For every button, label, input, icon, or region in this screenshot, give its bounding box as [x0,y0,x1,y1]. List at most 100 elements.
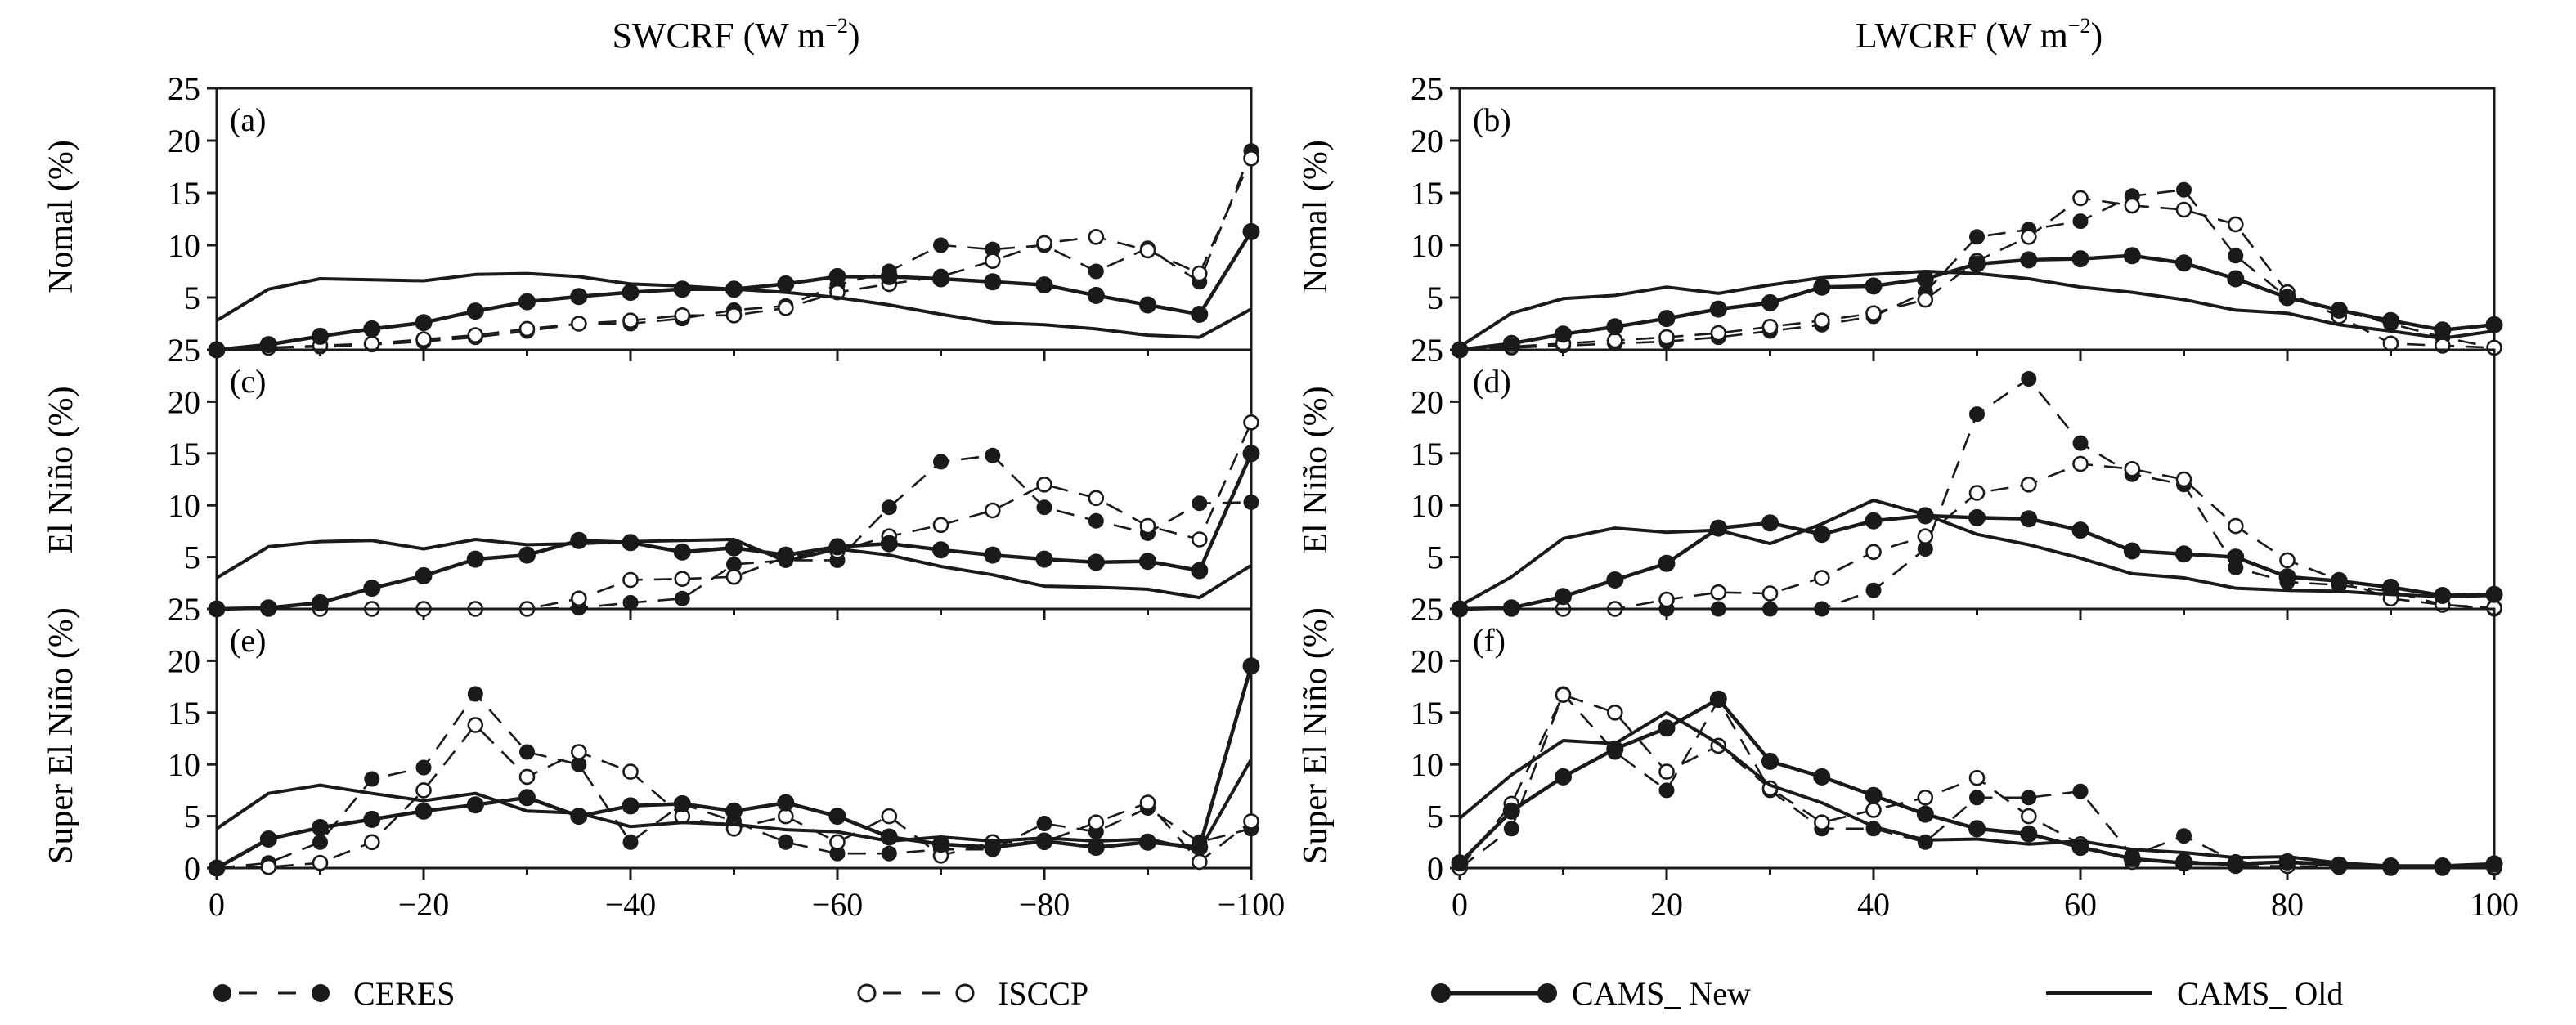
data-point-cams-new-d [2020,510,2038,528]
data-point-cams-new-d [2227,548,2245,566]
data-point-cams-new-f [1502,802,1520,820]
legend-marker-isccp-right [955,983,975,1003]
data-point-isccp-e [1243,813,1259,830]
data-point-cams-new-e [984,839,1002,857]
data-point-cams-new-f [1451,854,1469,872]
legend-marker-ceres-right [312,984,330,1002]
plot-frame-d [1458,348,2496,611]
data-point-isccp-a [777,299,794,316]
data-point-cams-new-b [1658,310,1676,328]
y-tick-label-e: 5 [184,799,200,835]
column-title-lwcrf: LWCRF (W m−2) [1856,14,2103,56]
data-point-ceres-a [1088,263,1104,280]
panel-label-a: (a) [230,101,266,138]
data-point-isccp-a [1139,242,1156,259]
data-point-cams-new-b [1555,325,1572,343]
data-point-isccp-a [622,312,639,329]
series-line-cams-old-f [1458,710,2495,868]
data-point-isccp-e [1139,794,1156,811]
x-tick-label-f: 40 [1857,886,1890,923]
data-point-cams-new-d [2330,572,2348,590]
data-point-cams-new-e [466,796,484,814]
data-point-isccp-a [1243,150,1259,167]
x-tick-label-e: −60 [812,886,864,923]
data-point-isccp-a [674,307,691,324]
data-point-cams-new-d [2071,521,2089,539]
y-tick-label-d: 10 [1411,487,1443,524]
data-point-isccp-e [881,808,898,825]
panels-group: 25 20 15 10 5 (a) 25 20 15 10 5 (b) 25 20 15 10 5 (c) 25 20… [168,70,2519,923]
data-point-isccp-d [1968,485,1986,501]
data-point-isccp-c [570,590,587,607]
data-point-cams-new-a [622,284,640,302]
data-point-cams-new-a [518,293,536,311]
data-point-ceres-e [415,759,432,776]
data-point-isccp-e [518,768,536,786]
data-point-isccp-c [1243,414,1259,431]
y-tick-label-e: 20 [168,642,200,679]
data-point-ceres-b [1969,229,1985,245]
series-line-cams-old-d [1459,498,2495,607]
data-point-isccp-c [985,502,1001,519]
data-point-ceres-c [1243,494,1259,510]
data-point-cams-new-b [2434,321,2452,339]
data-point-cams-new-f [1761,752,1779,770]
legend-label-cams-old: CAMS_ Old [2177,975,2343,1012]
data-point-cams-new-a [777,275,795,293]
data-point-ceres-c [881,499,897,516]
data-point-isccp-e [829,834,846,851]
data-point-isccp-a [518,320,536,338]
y-tick-label-b: 20 [1411,123,1443,159]
data-point-cams-new-f [1865,786,1883,804]
data-point-isccp-a [1192,265,1208,282]
data-point-ceres-e [364,771,380,787]
y-tick-label-a: 10 [168,227,200,264]
data-point-cams-new-d [1813,526,1831,544]
data-point-cams-new-b [2330,301,2348,319]
data-point-ceres-b [2176,181,2192,198]
data-point-cams-new-c [1035,550,1053,568]
data-point-cams-new-f [1709,690,1727,708]
data-point-cams-new-d [1761,514,1779,532]
data-point-isccp-d [2072,455,2089,472]
y-tick-label-f: 10 [1411,746,1443,783]
y-tick-label-d: 15 [1411,436,1443,472]
data-point-cams-new-b [2227,270,2245,288]
y-tick-label-f: 5 [1427,799,1443,835]
y-tick-label-b: 5 [1427,280,1443,316]
data-point-cams-new-c [828,538,846,556]
y-tick-label-f: 15 [1411,695,1443,732]
data-point-ceres-c [1192,495,1208,512]
data-point-cams-new-d [2278,568,2296,586]
data-point-ceres-f [2072,783,2089,799]
data-point-cams-new-e [622,797,640,815]
legend-label-ceres: CERES [353,975,455,1012]
data-point-isccp-b [1814,312,1830,329]
data-point-cams-new-b [2278,289,2296,307]
data-point-ceres-e [778,834,794,850]
data-point-cams-new-b [1606,318,1624,336]
data-point-ceres-c [674,590,690,606]
data-point-cams-new-e [1242,657,1260,675]
data-point-isccp-c [725,568,743,585]
legend: CERES ISCCP CAMS_ New CAMS_ Old [213,975,2343,1012]
data-point-isccp-b [2072,190,2089,207]
data-point-cams-new-e [312,819,329,836]
data-point-ceres-b [2072,213,2089,230]
data-point-cams-new-a [1191,306,1209,323]
data-point-cams-new-f [1813,768,1831,786]
series-line-cams-old-e [215,758,1253,853]
data-point-isccp-e [1192,853,1208,871]
data-point-cams-new-c [880,535,898,553]
y-tick-label-e: 25 [168,591,200,628]
data-point-isccp-f [1607,704,1623,721]
data-point-cams-new-a [1139,296,1156,314]
data-point-cams-new-b [1502,334,1520,352]
data-point-ceres-a [933,237,949,253]
data-point-cams-new-a [415,314,433,332]
series-line-ceres-e [216,692,1252,870]
data-point-isccp-f [1814,814,1830,831]
y-tick-label-a: 15 [168,175,200,212]
data-point-isccp-b [1865,305,1882,322]
data-point-cams-new-c [1087,553,1105,571]
